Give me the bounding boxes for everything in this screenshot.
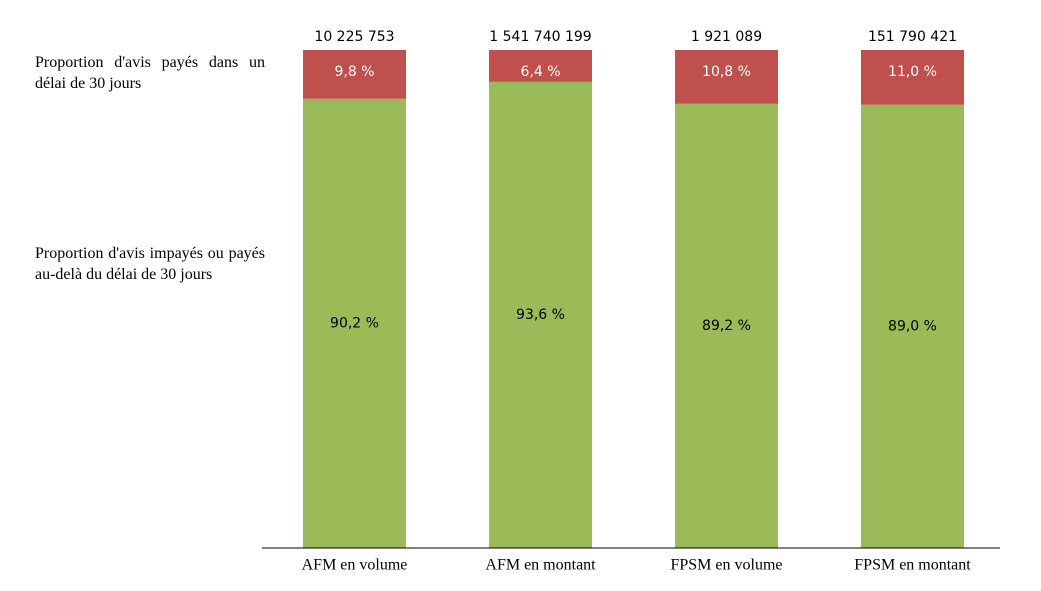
- bar-segment: [489, 81, 592, 548]
- x-tick-label: AFM en volume: [302, 557, 408, 574]
- total-label: 151 790 421: [868, 29, 957, 45]
- data-label: 9,8 %: [334, 64, 374, 80]
- bar-segment: [303, 50, 406, 99]
- total-label: 1 921 089: [691, 29, 762, 45]
- bar-segment: [861, 50, 964, 105]
- bar-segment: [861, 104, 964, 548]
- bar-segment: [675, 103, 778, 548]
- bar-segment: [489, 50, 592, 82]
- data-label: 10,8 %: [702, 64, 751, 80]
- data-label: 6,4 %: [520, 64, 560, 80]
- legend-label: Proportion d'avis payés dans un délai de…: [35, 54, 265, 92]
- bar-segment: [303, 98, 406, 548]
- bar-segment: [675, 50, 778, 104]
- data-label: 90,2 %: [330, 315, 379, 331]
- legend-label: Proportion d'avis impayés ou payés au-de…: [35, 245, 265, 283]
- data-label: 89,2 %: [702, 318, 751, 334]
- x-tick-label: FPSM en volume: [670, 557, 782, 574]
- x-tick-label: FPSM en montant: [854, 557, 971, 574]
- x-tick-label: AFM en montant: [485, 557, 596, 574]
- data-label: 11,0 %: [888, 64, 937, 80]
- data-label: 89,0 %: [888, 318, 937, 334]
- data-label: 93,6 %: [516, 307, 565, 323]
- total-label: 10 225 753: [314, 29, 394, 45]
- total-label: 1 541 740 199: [489, 29, 591, 45]
